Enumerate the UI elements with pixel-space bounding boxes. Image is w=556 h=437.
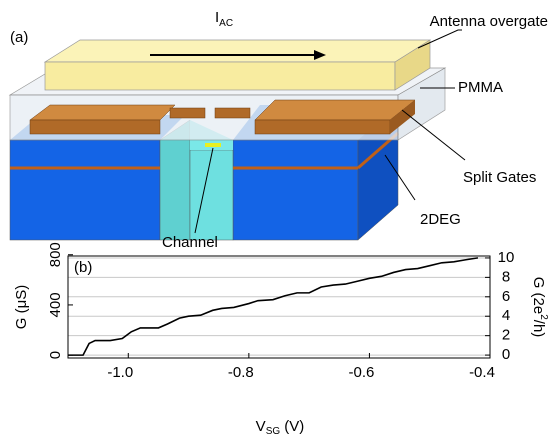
y-tick-label: 800 [47,242,64,267]
y2-tick-label: 0 [502,346,510,363]
current-label: IAC [215,9,233,29]
y2-tick-label: 6 [502,288,510,305]
substrate-left [10,140,160,240]
y2-tick-label: 2 [502,327,510,344]
split-gate [255,120,390,134]
substrate-right [233,140,358,240]
y2-label-post: /h) [530,320,547,338]
split-gates-label: Split Gates [463,169,536,186]
x-label-sub: SG [266,426,281,437]
x-tick-label: -0.8 [228,364,254,381]
y-tick-label: 400 [47,292,64,317]
channel-label: Channel [162,234,218,251]
y2-tick-label: 10 [498,249,515,266]
leader-line [418,30,462,48]
split-gate [255,100,415,120]
antenna-front [45,62,395,90]
figure: (a) IAC Antenna overgate PMMA Split Gate… [0,0,556,437]
split-gate [215,108,250,118]
x-label-main: V [256,418,266,435]
pmma-label: PMMA [458,79,503,96]
x-axis-label: VSG (V) [256,418,305,437]
data-line [68,258,478,355]
chart: (b) -1.0 -0.8 -0.6 -0.4 0 400 800 0 2 4 6 8 10 VSG (V)… [13,242,549,436]
x-label-unit: (V) [280,418,304,435]
y2-axis-label: G (2e2/h) [530,277,549,338]
split-gate [30,105,175,120]
split-gate [170,108,205,118]
antenna-label: Antenna overgate [430,13,548,30]
twodeg-label: 2DEG [420,211,461,228]
device-diagram [10,30,465,240]
current-sub: AC [219,18,233,29]
x-tick-label: -0.4 [469,364,495,381]
panel-label: (a) [10,29,28,46]
y-axis-label: G (μS) [13,285,30,329]
x-tick-label: -0.6 [348,364,374,381]
y-tick-label: 0 [47,351,64,359]
plot-frame [68,256,490,358]
y2-label-pre: G (2e [530,277,547,315]
x-tick-label: -1.0 [107,364,133,381]
split-gate [30,120,160,134]
panel-label: (b) [74,259,92,276]
y2-tick-label: 4 [502,307,510,324]
y2-tick-label: 8 [502,268,510,285]
antenna-top [45,40,430,62]
channel-spot [205,143,221,147]
